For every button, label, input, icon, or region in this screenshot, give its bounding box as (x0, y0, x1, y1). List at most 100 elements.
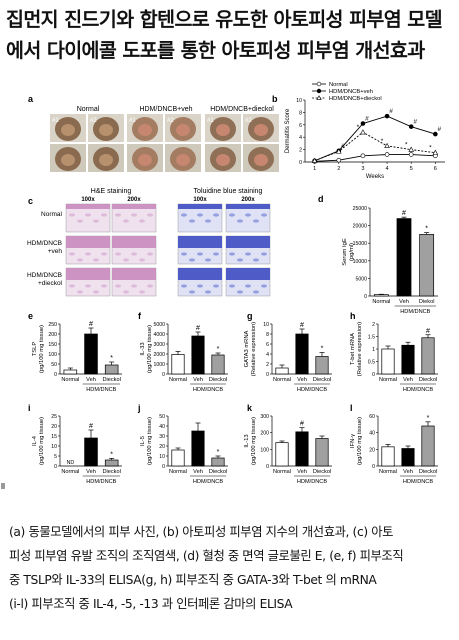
x-tick-label: 6 (434, 166, 437, 172)
x-tick-label: Veh (297, 469, 307, 475)
significance-mark: * (381, 138, 384, 145)
y-tick-label: 250 (48, 322, 57, 328)
legend-marker (316, 81, 322, 87)
dermis-texture (189, 258, 195, 262)
skin-lesion (138, 124, 152, 136)
data-point (433, 131, 438, 137)
y-tick-label: 1000 (153, 362, 165, 368)
y-axis-label: Serum IgE(pg/ml) (342, 238, 355, 266)
bar (275, 367, 289, 375)
epidermis-layer (226, 236, 270, 248)
x-tick-label: Normal (61, 377, 79, 383)
group-label-dieckol: HDM/DNCB+dieckol (210, 106, 274, 113)
series-line (314, 115, 436, 162)
x-tick-label: Dieckol (209, 469, 227, 475)
dermis-texture (213, 213, 219, 217)
panel-letter: h (350, 311, 356, 321)
dermis-texture (93, 290, 99, 294)
y-tick-label: 0 (372, 464, 375, 470)
bar (315, 438, 329, 467)
bar (191, 430, 205, 467)
y-axis-label-line: Serum IgE (342, 238, 348, 266)
dermis-texture (253, 290, 259, 294)
x-tick-label: Dieckol (209, 377, 227, 383)
y-axis-label-line: (Relative expression) (357, 322, 363, 377)
dermis-texture (181, 252, 187, 256)
x-tick-label: Veh (86, 377, 96, 383)
significance-mark: # (413, 119, 417, 126)
panel-letter: e (28, 311, 33, 321)
x-tick-label: Veh (403, 469, 413, 475)
data-point (384, 152, 390, 157)
significance-mark: * (110, 355, 113, 362)
y-axis-label: IL-5(pg/100 mg tissue) (140, 417, 153, 465)
epidermis-layer (66, 236, 110, 248)
legend-label: HDM/DNCB+dieckol (329, 96, 382, 102)
dermis-texture (123, 258, 129, 262)
y-tick-label: 0 (162, 464, 165, 470)
epidermis-layer (178, 236, 222, 248)
data-point (408, 152, 414, 157)
y-axis-label: IL-33(pg/100 mg tissue) (140, 325, 153, 373)
y-tick-label: 8 (266, 332, 269, 338)
mouse-number: #2 (167, 118, 174, 124)
data-point (311, 157, 318, 163)
bar (171, 354, 185, 375)
data-point (360, 153, 366, 159)
y-tick-label: 25 (51, 414, 57, 420)
significance-mark: # (426, 328, 430, 335)
dermis-texture (131, 213, 137, 217)
panel-a-letter: a (28, 94, 34, 104)
y-tick-label: 2000 (153, 352, 165, 358)
x-tick-label: 2 (337, 166, 340, 172)
y-tick-label: 6 (266, 342, 269, 348)
x-tick-label: Normal (61, 469, 79, 475)
dermis-texture (131, 252, 137, 256)
group-label: HDM/DNCB (297, 387, 327, 393)
y-tick-label: 200 (48, 332, 57, 338)
panel-c-histology: c H&E staining Toluidine blue staining 1… (27, 188, 271, 297)
dermis-texture (261, 284, 267, 288)
x-tick-label: Normal (169, 377, 187, 383)
y-tick-label: 2 (372, 322, 375, 328)
y-tick-label: 40 (159, 424, 165, 430)
bar (211, 457, 225, 467)
x-tick-label: Veh (403, 377, 413, 383)
x-tick-label: Dieckol (313, 469, 331, 475)
dermis-texture (245, 284, 251, 288)
significance-mark: * (425, 226, 428, 233)
dermis-texture (101, 284, 107, 288)
panel-g-bar-chart: g 0 2 4 6 8 10 GATA3 mRNA(Relative expression) N… (244, 311, 332, 393)
y-tick-label: 2 (299, 148, 302, 154)
panel-c-letter: c (28, 196, 33, 206)
dermis-texture (261, 213, 267, 217)
x-tick-label: Dieckol (313, 377, 331, 383)
magnification-label: 200x (127, 197, 141, 203)
y-tick-label: 10 (159, 454, 165, 460)
y-tick-label: 1 (372, 347, 375, 353)
epidermis-layer (112, 204, 156, 209)
y-tick-label: 4000 (153, 332, 165, 338)
y-tick-label: 20 (51, 424, 57, 430)
panel-letter: f (138, 311, 142, 321)
y-tick-label: 20000 (353, 224, 368, 230)
significance-mark: # (341, 143, 345, 150)
skin-lesion (176, 124, 190, 136)
y-axis-label-line: (pg/100 mg tissue) (39, 325, 45, 373)
dermis-texture (115, 284, 121, 288)
y-axis-label-line: (pg/100 mg tissue) (251, 417, 257, 465)
y-tick-label: 0 (54, 464, 57, 470)
x-tick-label: Veh (193, 469, 203, 475)
y-tick-label: 4 (266, 352, 269, 358)
y-axis-label: IL-4(pg/100 mg tissue) (32, 417, 45, 465)
dermis-texture (123, 219, 129, 223)
y-axis-label: GATA3 mRNA(Relative expression) (244, 322, 257, 377)
panel-l-bar-chart: l 0 20 40 60 IFN-γ(pg/100 mg tissue) Normal Veh… (350, 403, 438, 485)
skin-lesion (216, 154, 230, 166)
panel-letter: k (247, 403, 253, 413)
dermis-texture (147, 213, 153, 217)
significance-mark: * (429, 145, 432, 152)
x-tick-label: Dieckol (419, 377, 437, 383)
y-axis-label-line: (pg/100 mg tissue) (357, 417, 363, 465)
skin-lesion (99, 154, 113, 166)
